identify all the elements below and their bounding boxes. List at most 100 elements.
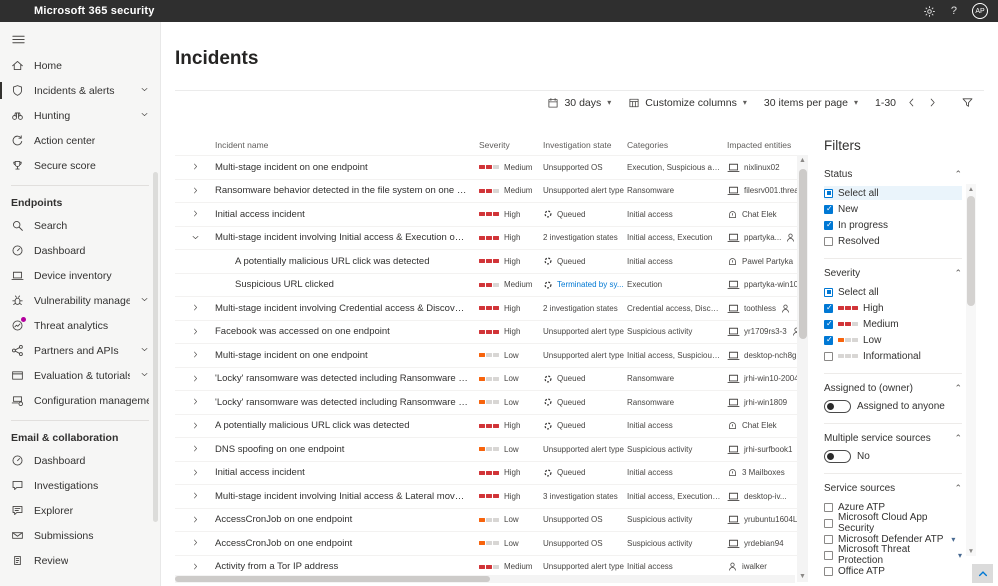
sidebar-item-action-center[interactable]: Action center (0, 128, 160, 153)
expand-row-icon[interactable] (191, 182, 200, 200)
checkbox-indeterminate[interactable] (824, 188, 833, 198)
checkbox-checked[interactable] (824, 204, 833, 214)
incident-name[interactable]: Multi-stage incident involving Initial a… (215, 232, 479, 244)
sidebar-item-device-inventory[interactable]: Device inventory (0, 263, 160, 288)
collapse-section-icon[interactable]: ⌃ (954, 169, 962, 179)
sidebar-item-evaluation-tutorials[interactable]: Evaluation & tutorials (0, 363, 160, 388)
nav-collapse-menu-icon[interactable] (0, 22, 38, 53)
checkbox-unchecked[interactable] (824, 566, 833, 576)
sidebar-item-home[interactable]: Home (0, 53, 160, 78)
incident-row[interactable]: Multi-stage incident on one endpoint Medi… (175, 155, 797, 179)
expand-option-icon[interactable]: ▾ (951, 534, 956, 544)
column-header-investigation-state[interactable]: Investigation state (543, 140, 612, 150)
sidebar-item-submissions[interactable]: Submissions (0, 523, 160, 548)
incident-row[interactable]: A potentially malicious URL click was de… (175, 249, 797, 273)
collapse-section-icon[interactable]: ⌃ (954, 268, 962, 278)
expand-row-icon[interactable] (191, 323, 200, 341)
customize-columns-dropdown[interactable]: Customize columns ▾ (628, 97, 747, 109)
help-icon[interactable]: ? (950, 5, 957, 17)
expand-row-icon[interactable] (191, 511, 200, 529)
filter-option-medium[interactable]: Medium (824, 317, 962, 331)
incident-row[interactable]: Multi-stage incident involving Initial a… (175, 225, 797, 250)
filters-scrollbar[interactable]: ▲ ▼ (966, 184, 976, 556)
column-header-incident-name[interactable]: Incident name (215, 140, 269, 150)
expand-row-icon[interactable] (191, 299, 200, 317)
filter-option-in-progress[interactable]: In progress (824, 218, 962, 232)
expand-row-icon[interactable] (191, 558, 200, 576)
incident-row[interactable]: Facebook was accessed on one endpoint Hig… (175, 319, 797, 344)
expand-row-icon[interactable] (191, 205, 200, 223)
items-per-page-dropdown[interactable]: 30 items per page ▾ (763, 96, 858, 109)
filter-icon[interactable] (961, 96, 974, 109)
incident-row[interactable]: AccessCronJob on one endpoint Low Unsuppor… (175, 531, 797, 555)
expand-row-icon[interactable] (191, 346, 200, 364)
next-page-button[interactable] (927, 97, 938, 108)
incident-row[interactable]: Multi-stage incident involving Credentia… (175, 296, 797, 320)
table-vscroll-thumb[interactable] (798, 169, 807, 339)
sidebar-scrollbar[interactable] (153, 172, 158, 522)
collapse-section-icon[interactable]: ⌃ (954, 383, 962, 393)
filter-option-new[interactable]: New (824, 202, 962, 216)
chevron-right-icon[interactable] (191, 491, 200, 500)
table-horizontal-scrollbar[interactable] (175, 575, 795, 583)
sidebar-item-dashboard[interactable]: Dashboard (0, 238, 160, 263)
sidebar-item-secure-score[interactable]: Secure score (0, 153, 160, 178)
expand-option-icon[interactable]: ▾ (957, 550, 962, 560)
chevron-right-icon[interactable] (191, 374, 200, 383)
chevron-right-icon[interactable] (191, 538, 200, 547)
sidebar-item-vulnerability-management[interactable]: Vulnerability management (0, 288, 160, 313)
chevron-right-icon[interactable] (191, 515, 200, 524)
chevron-down-icon[interactable] (191, 233, 200, 242)
expand-row-icon[interactable] (191, 158, 200, 176)
checkbox-unchecked[interactable] (824, 534, 833, 544)
collapse-section-icon[interactable]: ⌃ (954, 483, 962, 493)
chevron-right-icon[interactable] (191, 421, 200, 430)
incident-name[interactable]: A potentially malicious URL click was de… (235, 255, 430, 267)
incident-row[interactable]: 'Locky' ransomware was detected includin… (175, 390, 797, 414)
filter-option-select-all[interactable]: Select all (824, 285, 962, 299)
sidebar-item-explorer[interactable]: Explorer (0, 498, 160, 523)
incident-name[interactable]: Ransomware behavior detected in the file… (215, 185, 479, 197)
filter-option-resolved[interactable]: Resolved (824, 234, 962, 248)
sidebar-item-search[interactable]: Search (0, 213, 160, 238)
incident-name[interactable]: AccessCronJob on one endpoint (215, 537, 353, 549)
sidebar-item-dashboard[interactable]: Dashboard (0, 448, 160, 473)
filter-option-office-atp[interactable]: Office ATP (824, 564, 962, 578)
chevron-right-icon[interactable] (191, 444, 200, 453)
incident-name[interactable]: Facebook was accessed on one endpoint (215, 326, 390, 338)
checkbox-unchecked[interactable] (824, 550, 833, 560)
sidebar-item-hunting[interactable]: Hunting (0, 103, 160, 128)
chevron-right-icon[interactable] (191, 327, 200, 336)
expand-row-icon[interactable] (191, 534, 200, 552)
incident-name[interactable]: Activity from a Tor IP address (215, 561, 339, 573)
expand-row-icon[interactable] (191, 370, 200, 388)
checkbox-checked[interactable] (824, 319, 833, 329)
chevron-right-icon[interactable] (191, 303, 200, 312)
sidebar-item-partners-and-apis[interactable]: Partners and APIs (0, 338, 160, 363)
incident-name[interactable]: Initial access incident (215, 208, 305, 220)
incident-name[interactable]: Multi-stage incident on one endpoint (215, 349, 368, 361)
column-header-impacted-entities[interactable]: Impacted entities (727, 140, 792, 150)
filter-option-informational[interactable]: Informational (824, 349, 962, 363)
date-range-dropdown[interactable]: 30 days ▾ (547, 97, 611, 109)
checkbox-checked[interactable] (824, 303, 833, 313)
checkbox-unchecked[interactable] (824, 518, 833, 528)
toggle-switch-off[interactable] (824, 450, 851, 463)
filter-option-azure-atp[interactable]: Azure ATP (824, 500, 962, 514)
column-header-categories[interactable]: Categories (627, 140, 669, 150)
incident-name[interactable]: A potentially malicious URL click was de… (215, 420, 410, 432)
table-hscroll-thumb[interactable] (175, 576, 490, 582)
account-avatar[interactable]: AP (972, 3, 988, 19)
incident-name[interactable]: Multi-stage incident involving Initial a… (215, 490, 479, 502)
chevron-right-icon[interactable] (191, 350, 200, 359)
incident-name[interactable]: Initial access incident (215, 467, 305, 479)
scroll-to-top-button[interactable] (972, 564, 993, 583)
incident-row[interactable]: Activity from a Tor IP address Medium Unsu… (175, 554, 797, 579)
expand-row-icon[interactable] (191, 464, 200, 482)
sidebar-item-threat-analytics[interactable]: Threat analytics (0, 313, 160, 338)
filter-option-select-all[interactable]: Select all (824, 186, 962, 200)
expand-row-icon[interactable] (191, 417, 200, 435)
filter-option-high[interactable]: High (824, 301, 962, 315)
checkbox-unchecked[interactable] (824, 502, 833, 512)
checkbox-checked[interactable] (824, 220, 833, 230)
